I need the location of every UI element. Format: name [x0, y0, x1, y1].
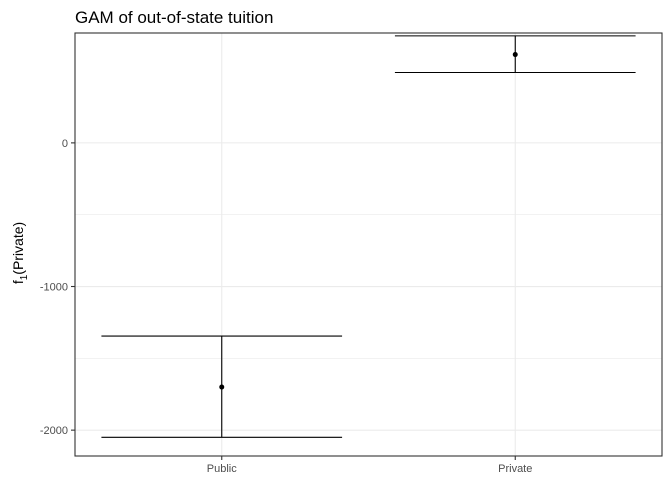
chart-title: GAM of out-of-state tuition — [75, 8, 273, 27]
panel-border — [74, 32, 663, 457]
errorbar-private — [394, 35, 636, 74]
x-tick-label: Private — [498, 463, 532, 475]
y-tick-label: -1000 — [40, 282, 68, 294]
y-axis-title: f1(Private) — [10, 222, 30, 284]
y-tick-label: -2000 — [40, 425, 68, 437]
errorbar-public — [101, 335, 343, 438]
y-axis-title-main: f — [10, 280, 26, 284]
grid-lines — [75, 33, 662, 456]
plot-panel — [74, 32, 663, 457]
estimate-point — [219, 384, 225, 390]
estimate-point — [512, 52, 518, 58]
y-tick-label: 0 — [62, 138, 68, 150]
y-axis-title-rest: (Private) — [10, 222, 26, 275]
x-axis: Public Private — [207, 456, 532, 475]
y-axis-title-sub: 1 — [19, 274, 30, 280]
y-axis: 0 -1000 -2000 — [40, 138, 75, 437]
chart-marks — [101, 35, 636, 438]
x-tick-label: Public — [207, 463, 237, 475]
